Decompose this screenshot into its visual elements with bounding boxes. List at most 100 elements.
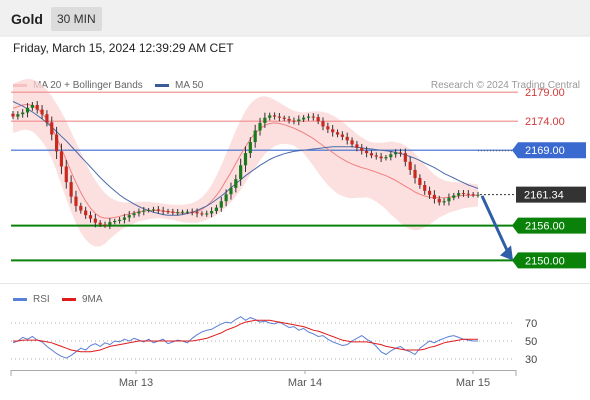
candle-body: [151, 209, 156, 211]
candle-body: [147, 209, 151, 211]
candle-body: [142, 210, 146, 212]
candle-body: [79, 205, 83, 211]
candle-body: [452, 195, 456, 198]
candle-body: [302, 117, 306, 120]
candle-body: [340, 134, 344, 137]
candle-body: [321, 121, 325, 127]
candle-body: [180, 211, 185, 213]
candle-body: [21, 112, 25, 115]
candle-body: [364, 150, 369, 154]
candle-body: [248, 142, 252, 154]
legend-label: MA 50: [175, 80, 204, 91]
forecast-arrow-shaft: [480, 195, 510, 254]
rsi-series-line: [13, 319, 478, 353]
candle-body: [394, 152, 398, 155]
candle-body: [457, 193, 461, 196]
legend-label: MA 20 + Bollinger Bands: [33, 80, 143, 91]
candle-body: [161, 210, 165, 212]
x-axis-tick-label: Mar 14: [288, 377, 322, 389]
legend-label: RSI: [33, 294, 50, 305]
ma50-swatch: [155, 83, 169, 87]
x-axis-tick-label: Mar 13: [119, 377, 153, 389]
candle-body: [389, 154, 393, 158]
candle-body: [335, 132, 340, 135]
legend-item-ma50: MA 50: [155, 80, 203, 91]
candle-body: [316, 117, 320, 122]
candle-body: [45, 114, 49, 123]
candle-body: [54, 134, 59, 152]
candle-body: [326, 126, 330, 130]
candle-body: [176, 212, 180, 214]
candle-body: [132, 213, 136, 216]
legend-label: 9MA: [82, 294, 103, 305]
candle-body: [127, 215, 131, 218]
9ma-swatch: [62, 297, 76, 301]
rsi-chart: 70 50 30 Mar 13 Mar 14 Mar 15: [10, 316, 537, 389]
candle-body: [355, 144, 359, 148]
candle-body: [113, 220, 117, 223]
level-label: 2169.00: [525, 145, 565, 157]
candle-body: [379, 156, 383, 159]
instrument-title: Gold: [11, 11, 43, 27]
candle-body: [185, 211, 189, 213]
legend-item-9ma: 9MA: [62, 294, 103, 305]
candle-body: [268, 115, 272, 118]
candle-body: [224, 194, 228, 202]
candle-body: [229, 187, 233, 195]
candle-body: [408, 161, 412, 170]
level-label-bg: [512, 252, 586, 269]
candle-body: [59, 151, 64, 167]
level-label: 2156.00: [525, 221, 565, 233]
candle-body: [360, 147, 364, 151]
candle-body: [287, 118, 291, 121]
candle-body: [413, 169, 417, 179]
candle-body: [234, 179, 238, 188]
rsi-tick-label: 50: [525, 336, 537, 348]
level-label: 2174.00: [525, 116, 565, 128]
candle-body: [156, 209, 160, 211]
candle-body: [103, 224, 107, 226]
candle-body: [30, 104, 34, 108]
price-chart: 2179.00 2174.00 2169.00 2161.34 2156.00 2150.…: [0, 78, 590, 284]
level-label: 2179.00: [525, 87, 565, 99]
candle-body: [461, 193, 466, 195]
candle-body: [84, 210, 88, 216]
level-label: 2150.00: [525, 255, 565, 267]
candle-body: [369, 153, 374, 156]
candle-body: [69, 182, 73, 197]
candle-body: [205, 213, 209, 215]
candle-body: [476, 194, 480, 196]
candle-body: [471, 194, 475, 196]
candle-body: [50, 122, 54, 135]
candle-body: [437, 198, 441, 203]
candle-body: [98, 222, 102, 225]
level-label-bg: [512, 217, 586, 234]
candle-body: [432, 194, 437, 199]
candle-body: [117, 219, 122, 221]
rsi-swatch: [13, 297, 27, 301]
candle-body: [219, 201, 223, 208]
candle-body: [64, 166, 68, 183]
research-credit: Research © 2024 Trading Central: [430, 80, 580, 91]
candle-body: [35, 104, 39, 110]
forecast-arrow-head: [500, 245, 513, 261]
candle-body: [258, 122, 262, 131]
candle-body: [331, 129, 335, 133]
candle-body: [195, 212, 199, 214]
chart-timestamp: Friday, March 15, 2024 12:39:29 AM CET: [13, 41, 234, 55]
candle-body: [190, 211, 194, 213]
candle-body: [374, 155, 378, 157]
candle-body: [398, 152, 403, 154]
candle-body: [122, 217, 127, 220]
header-bar: Gold 30 MIN: [0, 0, 590, 36]
candle-body: [200, 213, 204, 215]
candle-body: [171, 211, 175, 213]
candle-body: [239, 165, 243, 180]
candle-body: [442, 201, 446, 203]
last-price-label: 2161.34: [524, 190, 564, 202]
candle-body: [272, 115, 277, 117]
timeframe-badge[interactable]: 30 MIN: [51, 7, 102, 31]
x-axis-tick-label: Mar 15: [456, 377, 490, 389]
candle-body: [427, 190, 432, 195]
